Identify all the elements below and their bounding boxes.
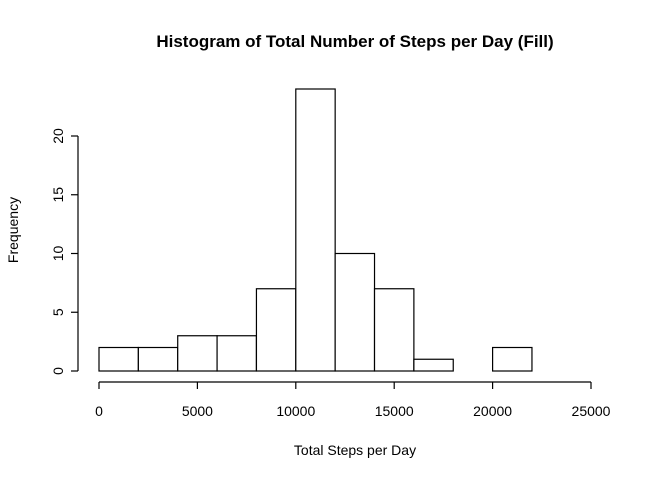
- y-tick-label: 20: [50, 128, 66, 144]
- y-axis-label: Frequency: [5, 197, 21, 263]
- histogram-bar-4: [255, 288, 297, 372]
- histogram-bar-1: [137, 346, 179, 372]
- chart-title: Histogram of Total Number of Steps per D…: [156, 32, 553, 51]
- histogram-bar-8: [413, 358, 454, 372]
- x-tick-label: 15000: [375, 403, 414, 419]
- x-axis: 0 5000 10000 15000 20000 25000: [95, 381, 611, 419]
- x-axis-label: Total Steps per Day: [294, 442, 416, 458]
- y-tick-label: 5: [50, 308, 66, 316]
- x-tick-label: 0: [95, 403, 103, 419]
- x-tick-label: 20000: [473, 403, 512, 419]
- histogram-bar-5: [295, 88, 336, 372]
- bars-group: [98, 88, 533, 372]
- x-tick-label: 10000: [276, 403, 315, 419]
- y-tick-label: 10: [50, 246, 66, 262]
- y-tick-label: 0: [50, 367, 66, 375]
- histogram-bar-7: [373, 288, 415, 372]
- histogram-bar-0: [98, 346, 139, 372]
- x-tick-label: 5000: [182, 403, 213, 419]
- x-tick-label: 25000: [572, 403, 611, 419]
- histogram-bar-10: [492, 346, 533, 372]
- y-axis: 0 5 10 15 20: [50, 128, 79, 375]
- y-tick-label: 15: [50, 187, 66, 203]
- histogram-bar-6: [334, 252, 376, 372]
- histogram-bar-2: [177, 335, 218, 372]
- histogram-bar-3: [216, 335, 258, 372]
